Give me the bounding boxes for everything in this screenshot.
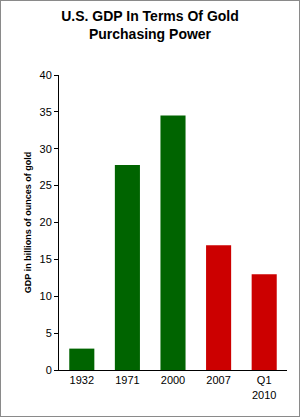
svg-text:GDP in billions of ounces of g: GDP in billions of ounces of gold [23,152,33,293]
svg-text:1971: 1971 [115,374,139,386]
svg-text:35: 35 [40,106,52,118]
svg-text:40: 40 [40,69,52,81]
svg-text:U.S. GDP In Terms Of GoldPurch: U.S. GDP In Terms Of GoldPurchasing Powe… [61,8,239,42]
svg-text:5: 5 [46,327,52,339]
svg-text:Q12010: Q12010 [252,374,276,400]
svg-text:20: 20 [40,216,52,228]
svg-text:30: 30 [40,143,52,155]
svg-text:1932: 1932 [70,374,94,386]
svg-text:25: 25 [40,179,52,191]
svg-text:0: 0 [46,364,52,376]
svg-text:10: 10 [40,290,52,302]
svg-text:2007: 2007 [206,374,230,386]
svg-text:15: 15 [40,253,52,265]
svg-text:2000: 2000 [161,374,185,386]
